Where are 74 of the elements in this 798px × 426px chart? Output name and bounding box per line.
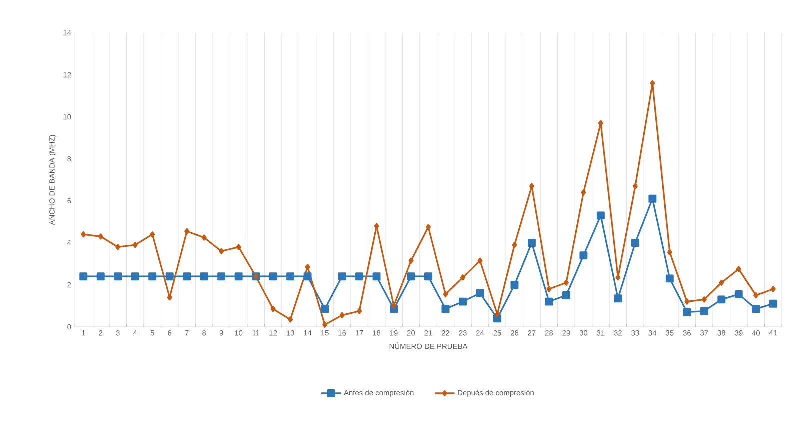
point (754, 292, 759, 299)
point (236, 244, 242, 250)
point (684, 298, 690, 305)
point (460, 274, 466, 281)
point (442, 305, 450, 314)
point (426, 224, 432, 230)
point (581, 190, 586, 196)
point (372, 272, 381, 281)
point (580, 252, 588, 260)
point (322, 322, 328, 328)
point (478, 258, 483, 264)
point (81, 232, 86, 238)
point (443, 291, 448, 298)
point (305, 264, 310, 270)
point (184, 228, 190, 235)
point (512, 242, 518, 248)
point (718, 296, 726, 304)
point (614, 294, 622, 303)
point (683, 308, 692, 316)
point (702, 296, 707, 303)
point (200, 272, 208, 281)
point (114, 272, 122, 281)
point (631, 239, 640, 247)
point (132, 242, 138, 248)
point (391, 302, 397, 310)
point (752, 305, 760, 314)
point (131, 272, 140, 281)
point (769, 300, 778, 308)
point (528, 239, 536, 247)
point (116, 244, 121, 250)
point (98, 234, 104, 240)
point (667, 249, 672, 256)
point (219, 248, 224, 254)
point (218, 272, 226, 281)
point (288, 316, 294, 323)
point (562, 292, 570, 300)
point (407, 272, 416, 281)
point (734, 290, 743, 298)
point (700, 307, 708, 316)
point (736, 266, 742, 272)
point (770, 286, 776, 292)
point (459, 298, 467, 306)
point (356, 272, 364, 281)
point (424, 272, 432, 281)
point (321, 305, 330, 314)
point (269, 272, 278, 281)
point (166, 272, 174, 281)
point (80, 272, 88, 281)
point (234, 272, 243, 281)
point (564, 280, 569, 286)
point (150, 232, 156, 238)
point (286, 272, 295, 281)
point (648, 194, 657, 203)
point (148, 272, 157, 281)
point (510, 281, 519, 289)
point (408, 258, 414, 264)
point (494, 311, 500, 318)
point (632, 183, 638, 190)
point (545, 298, 554, 306)
point (96, 272, 105, 281)
point (183, 272, 192, 281)
point (666, 274, 674, 283)
point (304, 272, 312, 281)
point (596, 212, 605, 220)
point (338, 272, 346, 281)
point (546, 286, 552, 292)
point (616, 274, 621, 281)
point (719, 280, 724, 286)
point (357, 308, 362, 314)
point (340, 312, 345, 319)
point (476, 289, 484, 298)
point (650, 80, 656, 86)
point (202, 234, 207, 241)
point (270, 306, 276, 312)
